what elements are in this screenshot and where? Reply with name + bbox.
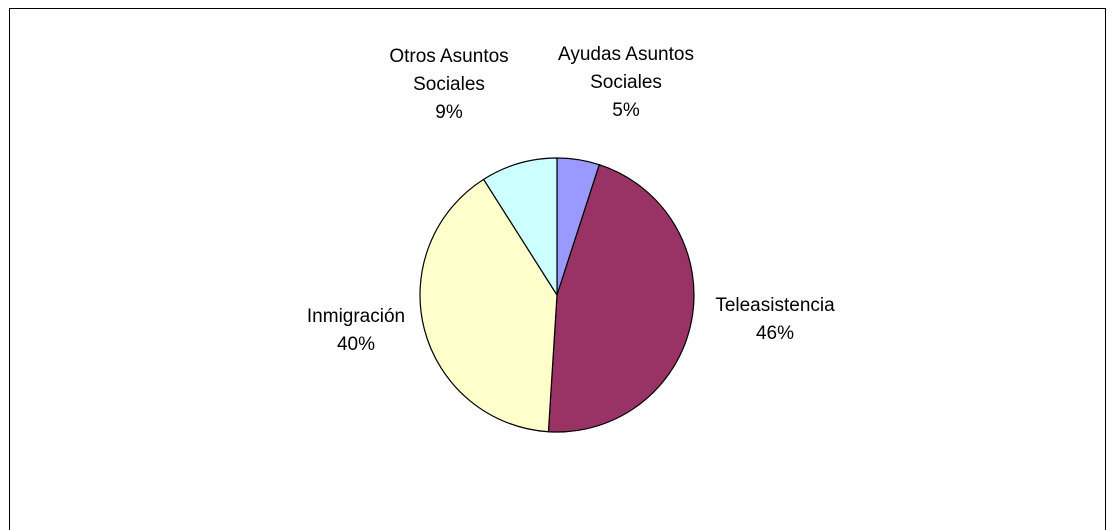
slice-name-label: Teleasistencia [715,295,835,316]
slice-percent-label: 40% [337,334,375,355]
pie-slice-inmigracion [419,178,558,433]
pie-slice-teleasistencia [547,163,695,433]
slice-percent-label: 9% [435,102,463,123]
slice-percent-label: 5% [612,100,640,121]
pie-slices [419,157,695,433]
slice-percent-label: 46% [756,323,794,344]
pie-labels: Ayudas Asuntos Sociales 5% Teleasistencia 46… [307,44,835,355]
slice-name-label: Otros Asuntos [389,46,508,67]
slice-name-label: Sociales [413,74,485,95]
pie-slice-otros-asuntos-sociales [482,157,558,298]
slice-name-label: Ayudas Asuntos [558,44,694,65]
slice-name-label: Sociales [590,72,662,93]
slice-name-label: Inmigración [307,306,405,327]
